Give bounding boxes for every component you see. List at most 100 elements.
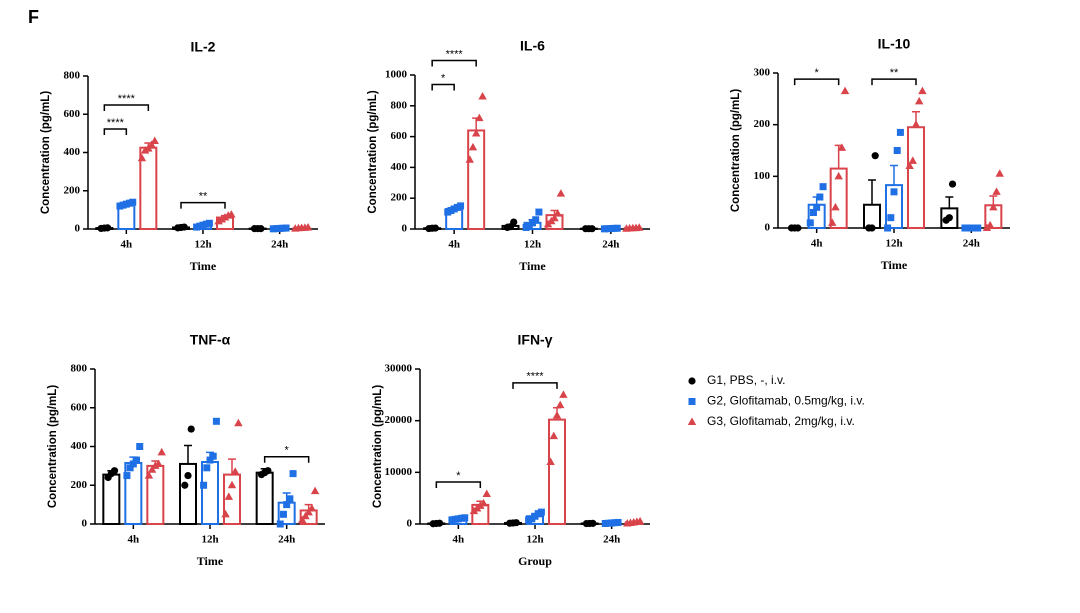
- data-point: [286, 495, 294, 503]
- data-point: [203, 464, 211, 472]
- error-bar: [868, 179, 876, 205]
- panel-label: F: [28, 7, 39, 27]
- data-point: [553, 209, 562, 217]
- data-point: [154, 459, 163, 467]
- significance-label: **: [890, 67, 899, 79]
- chart-title: IL-2: [191, 39, 216, 55]
- y-tick-label: 0: [75, 223, 81, 235]
- x-axis-label: Group: [518, 554, 552, 568]
- data-point: [945, 214, 953, 222]
- y-tick-label: 400: [71, 440, 88, 452]
- data-point: [512, 519, 520, 527]
- data-point: [985, 220, 995, 229]
- y-tick-label: 0: [407, 518, 413, 530]
- y-tick-label: 10000: [385, 466, 413, 478]
- data-point: [133, 456, 141, 464]
- x-tick-label: 4h: [448, 239, 460, 251]
- data-point: [974, 224, 982, 232]
- data-point: [482, 489, 491, 498]
- data-point: [475, 113, 484, 122]
- y-tick-label: 200: [71, 479, 88, 491]
- significance-bracket: [431, 83, 455, 91]
- data-point: [435, 519, 444, 527]
- y-tick-label: 400: [64, 146, 81, 158]
- x-tick-label: 12h: [885, 238, 902, 250]
- significance-bracket: [431, 59, 477, 67]
- data-point: [151, 461, 160, 469]
- data-point: [147, 465, 157, 473]
- significance-bracket: [512, 382, 558, 389]
- data-point: [887, 214, 895, 222]
- error-bar: [945, 196, 954, 209]
- data-point: [209, 452, 217, 460]
- data-point: [613, 224, 621, 232]
- y-tick-label: 30000: [385, 363, 413, 375]
- y-tick-label: 0: [765, 222, 771, 234]
- data-point: [471, 129, 481, 137]
- data-point: [871, 152, 879, 160]
- chart-title: TNF-α: [190, 332, 231, 348]
- data-point: [537, 508, 545, 516]
- x-axis-label: Time: [190, 259, 217, 273]
- y-tick-label: 600: [391, 130, 408, 142]
- significance-bracket: [103, 128, 128, 136]
- data-point: [896, 128, 904, 136]
- error-bar: [890, 164, 898, 186]
- significance-bracket: [435, 481, 482, 489]
- data-point: [257, 225, 265, 233]
- data-point: [214, 216, 223, 225]
- y-tick-label: 100: [754, 170, 771, 182]
- y-tick-label: 800: [71, 363, 88, 375]
- data-point: [180, 223, 188, 231]
- data-point: [550, 213, 559, 222]
- data-point: [688, 377, 696, 385]
- bar: [467, 129, 486, 230]
- data-point: [546, 457, 555, 465]
- data-point: [144, 144, 153, 152]
- significance-label: *: [456, 470, 461, 482]
- legend-label: G2, Glofitamab, 0.5mg/kg, i.v.: [707, 394, 865, 408]
- data-point: [837, 143, 847, 151]
- data-point: [227, 210, 236, 218]
- data-point: [289, 470, 297, 478]
- y-tick-label: 0: [402, 223, 408, 235]
- bar: [907, 126, 925, 229]
- chart-panel: IL-10 0 100 200 300 Concentration (pg/mL) Time…: [730, 36, 1010, 272]
- data-point: [129, 460, 137, 468]
- data-point: [304, 507, 313, 516]
- data-point: [794, 224, 802, 232]
- x-tick-label: 4h: [128, 534, 140, 546]
- y-tick-label: 200: [64, 184, 81, 196]
- data-point: [532, 216, 540, 224]
- data-point: [181, 481, 189, 489]
- y-tick-label: 600: [64, 108, 81, 120]
- data-point: [688, 398, 696, 405]
- y-tick-label: 1000: [385, 69, 408, 81]
- data-point: [635, 223, 644, 231]
- significance-label: ****: [118, 93, 136, 105]
- data-point: [110, 467, 119, 475]
- x-tick-label: 12h: [524, 239, 541, 251]
- y-tick-label: 200: [754, 118, 771, 130]
- data-point: [588, 225, 596, 233]
- y-tick-label: 300: [754, 67, 771, 79]
- data-point: [479, 498, 488, 507]
- data-point: [461, 514, 469, 522]
- data-point: [227, 480, 237, 489]
- x-tick-label: 4h: [811, 238, 823, 250]
- significance-label: **: [199, 191, 208, 203]
- x-tick-label: 24h: [963, 238, 980, 250]
- data-point: [552, 411, 562, 419]
- data-point: [220, 213, 230, 221]
- bar: [548, 418, 566, 525]
- data-point: [589, 519, 597, 527]
- significance-bracket: [871, 78, 917, 86]
- y-tick-label: 0: [82, 518, 88, 530]
- chart-title: IL-10: [878, 36, 911, 52]
- data-point: [816, 193, 824, 201]
- significance-label: ****: [526, 371, 544, 383]
- significance-label: ****: [446, 48, 464, 60]
- data-point: [136, 443, 144, 450]
- data-point: [303, 222, 313, 231]
- error-bar: [228, 458, 236, 475]
